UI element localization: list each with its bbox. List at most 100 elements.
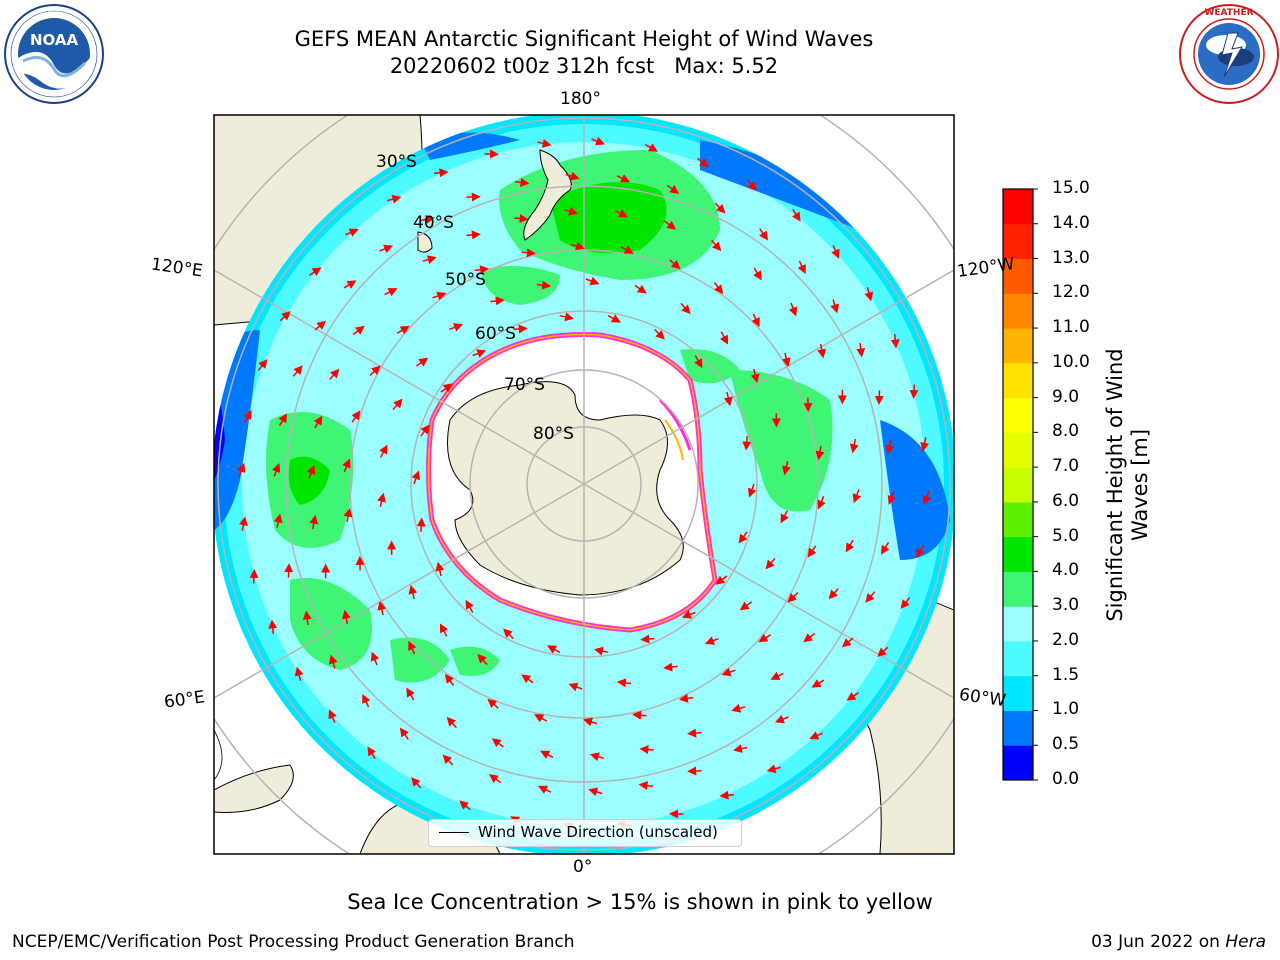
wind-wave-arrow: [781, 352, 791, 368]
colorbar-tick-label: 10.0: [1052, 351, 1090, 372]
colorbar-segment: [1003, 606, 1033, 642]
wind-wave-arrow: [432, 291, 447, 301]
lon-label-0: 0°: [573, 857, 593, 877]
wind-wave-arrow: [459, 800, 471, 811]
wind-wave-arrow: [514, 214, 529, 223]
wind-wave-arrow: [257, 359, 268, 371]
lat-label-60s: 60°S: [475, 324, 516, 344]
wind-wave-arrow: [750, 368, 760, 384]
wind-wave-arrow: [515, 177, 530, 187]
colorbar-tick-label: 1.5: [1052, 664, 1080, 685]
wind-wave-arrow: [392, 398, 403, 411]
wind-wave-arrow: [774, 714, 789, 724]
wind-wave-arrow: [664, 220, 677, 230]
footer-date: 03 Jun 2022 on Hera: [1091, 932, 1266, 952]
wind-wave-arrow: [797, 260, 806, 275]
wind-wave-arrow: [379, 244, 394, 254]
wind-wave-arrow: [770, 671, 784, 680]
wind-wave-arrow: [841, 637, 854, 648]
wind-wave-arrow: [422, 255, 437, 265]
wind-wave-arrow: [487, 698, 499, 709]
wind-wave-arrow: [238, 516, 248, 531]
colorbar-frame: [1002, 188, 1034, 781]
wind-wave-arrow: [249, 569, 259, 584]
colorbar-segment: [1003, 745, 1033, 781]
wind-wave-arrow: [614, 209, 628, 218]
wind-wave-arrow: [329, 368, 340, 380]
wind-wave-arrow: [616, 174, 631, 183]
wind-wave-arrow: [920, 437, 930, 452]
colorbar-segment: [1003, 710, 1033, 746]
colorbar-tick-label: 0.5: [1052, 734, 1080, 755]
wind-wave-arrow: [408, 584, 418, 600]
wind-wave-arrow: [536, 280, 552, 290]
colorbar-segment: [1003, 467, 1033, 503]
wind-wave-arrow: [314, 320, 327, 331]
legend-line-swatch: [439, 832, 469, 833]
colorbar-tick-label: 4.0: [1052, 560, 1080, 581]
wind-wave-arrow: [639, 745, 654, 754]
wind-wave-arrow: [753, 267, 762, 281]
colorbar-tick-label: 5.0: [1052, 525, 1080, 546]
wind-wave-arrow: [852, 489, 862, 504]
wind-wave-arrow: [694, 355, 703, 369]
wind-wave-arrow: [640, 634, 655, 644]
lon-label-180: 180°: [560, 89, 601, 109]
wind-wave-arrow: [370, 651, 380, 666]
wind-wave-arrow: [302, 610, 312, 626]
wind-wave-arrow: [719, 790, 734, 800]
wind-wave-arrow: [563, 206, 579, 216]
colorbar-tick-label: 9.0: [1052, 386, 1080, 407]
wind-wave-arrow: [719, 331, 729, 345]
wind-wave-arrow: [733, 744, 748, 754]
wind-wave-arrow: [420, 214, 435, 224]
wind-wave-arrow: [446, 716, 457, 729]
colorbar-segment: [1003, 223, 1033, 260]
colorbar-segment: [1003, 432, 1033, 468]
colorbar: [1002, 188, 1038, 781]
colorbar-tick-label: 14.0: [1052, 212, 1090, 233]
wind-wave-arrow: [830, 299, 840, 314]
lat-label-50s: 50°S: [445, 270, 486, 290]
wind-wave-arrow: [856, 342, 866, 358]
wind-wave-arrow: [809, 731, 823, 740]
wind-wave-arrow: [616, 678, 632, 688]
wind-wave-arrow: [273, 513, 283, 528]
wind-wave-arrow: [399, 727, 409, 740]
wind-wave-arrow: [747, 483, 757, 498]
wind-wave-arrow: [396, 325, 410, 335]
wind-wave-arrow: [491, 738, 504, 748]
wind-wave-arrow: [723, 391, 733, 407]
wind-wave-arrow: [342, 458, 351, 473]
lat-label-40s: 40°S: [413, 213, 454, 233]
wind-wave-arrow: [444, 673, 455, 686]
noaa-logo: NOAA: [4, 4, 104, 104]
wind-wave-arrow: [328, 709, 337, 723]
wind-wave-arrow: [711, 239, 722, 252]
wind-wave-arrow: [568, 682, 583, 692]
wind-wave-arrow: [916, 544, 925, 558]
wind-wave-arrow: [243, 410, 252, 424]
colorbar-tick-label: 15.0: [1052, 178, 1090, 198]
wind-wave-arrow: [408, 640, 417, 655]
wind-wave-arrow: [877, 646, 889, 657]
wind-wave-arrow: [680, 302, 691, 315]
wind-wave-arrow: [570, 241, 585, 251]
wind-wave-arrow: [434, 168, 449, 178]
wind-wave-arrow: [449, 323, 463, 332]
colorbar-segment: [1003, 536, 1033, 572]
wind-wave-arrow: [484, 149, 499, 159]
wind-wave-arrow: [885, 440, 895, 455]
wind-wave-arrow: [477, 653, 488, 666]
colorbar-tick-label: 11.0: [1052, 317, 1090, 338]
wind-wave-arrow: [559, 312, 575, 322]
wind-wave-vectors: [236, 136, 932, 832]
wind-wave-arrow: [909, 384, 919, 399]
lat-label-70s: 70°S: [504, 375, 545, 395]
wind-wave-arrow: [306, 464, 316, 479]
wind-wave-arrow: [831, 245, 840, 259]
wind-wave-arrow: [849, 438, 859, 454]
wind-wave-arrow: [379, 444, 388, 458]
wind-wave-arrow: [583, 717, 598, 727]
wind-wave-arrow: [416, 517, 426, 532]
